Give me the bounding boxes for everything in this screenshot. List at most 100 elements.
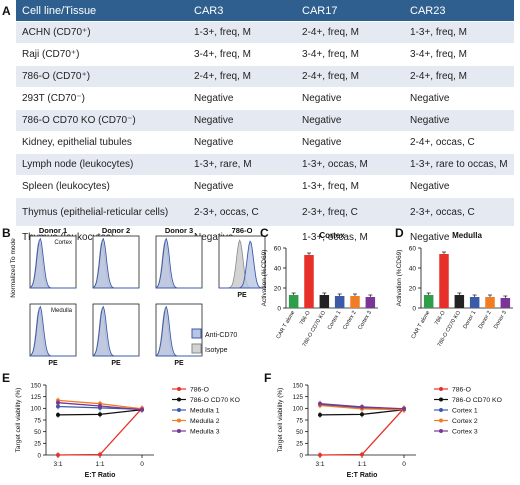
table-cell: 3-4+, freq, M: [404, 43, 514, 66]
table-cell: Negative: [404, 226, 514, 248]
donor-label: Donor 2: [102, 226, 130, 235]
table-cell: ACHN (CD70⁺): [16, 21, 188, 44]
panel-label-d: D: [395, 226, 404, 240]
x-tick-label: Donor 2: [478, 310, 493, 330]
data-point: [318, 412, 322, 417]
legend-label: Cortex 1: [452, 408, 478, 415]
y-tick-label: 60: [409, 246, 417, 253]
table-cell: Negative: [296, 87, 404, 110]
legend-label: Medulla 2: [190, 418, 220, 425]
y-tick-label: 75: [34, 417, 41, 424]
table-cell: Spleen (leukocytes): [16, 175, 188, 198]
y-tick-label: 50: [34, 429, 41, 436]
histogram-box: Medulla PE: [29, 303, 77, 367]
data-point: [360, 452, 364, 457]
legend-marker: [439, 408, 443, 412]
table-cell: 1-3+, freq, M: [296, 175, 404, 198]
table-cell: Negative: [404, 109, 514, 132]
table-cell: 1-3+, freq, M: [404, 21, 514, 44]
y-tick-label: 25: [296, 441, 303, 448]
chart-title: Cortex: [319, 231, 345, 240]
data-point: [360, 404, 364, 409]
pe-axis-label: PE: [48, 360, 58, 367]
table-cell: 1-3+, occas, M: [296, 153, 404, 176]
x-tick-label: Cortex 2: [342, 310, 358, 331]
table-row: Thymus (epithelial-reticular cells) 2-3+,…: [16, 197, 514, 227]
table-row: Kidney, epithelial tubules Negative Negati…: [16, 131, 514, 154]
donor-label: Donor 1: [39, 226, 67, 235]
table-cell: 1-3+, occas, M: [296, 226, 404, 248]
table-cell: Thymus (epithelial-reticular cells): [16, 197, 188, 227]
legend-marker: [439, 397, 443, 402]
x-tick-label: Cortex 1: [327, 310, 343, 331]
data-point: [98, 412, 102, 417]
y-tick-label: 100: [31, 406, 42, 413]
table-cell: 2-3+, freq, C: [296, 197, 404, 227]
table-header-row: Cell line/Tissue CAR3 CAR17 CAR23: [16, 0, 514, 22]
x-tick-label: 786-O: [299, 309, 312, 326]
y-tick-label: 50: [296, 429, 303, 436]
table-cell: Negative: [188, 109, 296, 132]
bar: [334, 296, 345, 308]
x-axis-label: E:T Ratio: [347, 472, 378, 479]
x-tick-label: 3:1: [315, 461, 324, 468]
table-cell: 2-4+, occas, C: [404, 131, 514, 154]
x-tick-label: CAR T alone: [276, 310, 297, 340]
panel-label-b: B: [2, 226, 11, 240]
table-cell: 2-4+, freq, M: [296, 21, 404, 44]
y-axis-label: Activation (%CD69): [261, 250, 268, 307]
table-cell: Lymph node (leukocytes): [16, 153, 188, 176]
ihc-table: Cell line/Tissue CAR3 CAR17 CAR23 ACHN (…: [16, 0, 514, 248]
histogram-box: [92, 235, 140, 289]
y-tick-label: 20: [274, 286, 282, 293]
bar: [365, 297, 376, 308]
table-cell: 1-3+, freq, M: [188, 21, 296, 44]
table-cell: 1-3+, rare to occas, M: [404, 153, 514, 176]
x-axis-label: E:T Ratio: [85, 472, 116, 479]
y-tick-label: 100: [293, 406, 304, 413]
chart-title: Medulla: [452, 231, 482, 240]
x-tick-label: CAR T alone: [411, 310, 432, 340]
data-point: [56, 453, 60, 457]
table-cell: Negative: [404, 87, 514, 110]
table-row: Raji (CD70⁺) 3-4+, freq, M 3-4+, freq, M 3-…: [16, 43, 514, 66]
table-row: 293T (CD70⁻) Negative Negative Negative: [16, 87, 514, 110]
data-point: [360, 412, 364, 417]
table-cell: Negative: [296, 109, 404, 132]
legend-label: Medulla 1: [190, 408, 220, 415]
x-tick-label: Donor 3: [493, 310, 508, 330]
data-point: [318, 401, 322, 406]
legend-marker: [177, 429, 181, 433]
pe-axis-label: PE: [237, 292, 247, 299]
histogram-box: [155, 235, 203, 289]
legend-marker: [177, 408, 181, 412]
table-cell: Raji (CD70⁺): [16, 43, 188, 66]
panel-label-e: E: [2, 371, 11, 385]
anti-cd70-curve: [219, 240, 265, 289]
data-point: [56, 400, 60, 405]
y-tick-label: 125: [31, 394, 42, 401]
bar: [319, 295, 330, 308]
bar: [439, 254, 449, 308]
legend-label: 786-O CD70 KO: [190, 397, 240, 404]
donor-label: Donor 3: [165, 226, 193, 235]
legend-marker: [439, 418, 443, 423]
table-row: Spleen (leukocytes) Negative 1-3+, freq, M…: [16, 175, 514, 198]
y-tick-label: 20: [409, 286, 417, 293]
legend-label: 786-O CD70 KO: [452, 397, 502, 404]
x-tick-label: 0: [140, 461, 144, 468]
anti-cd70-curve: [155, 237, 202, 289]
table-row: ACHN (CD70⁺) 1-3+, freq, M 2-4+, freq, M 1-…: [16, 21, 514, 44]
table-row: Lymph node (leukocytes) 1-3+, rare, M 1-3+…: [16, 153, 514, 176]
anti-cd70-curve: [155, 305, 202, 357]
bar: [304, 255, 314, 308]
table-cell: Negative: [188, 131, 296, 154]
table-body: ACHN (CD70⁺) 1-3+, freq, M 2-4+, freq, M 1-…: [16, 21, 514, 248]
y-tick-label: 125: [293, 394, 304, 401]
x-tick-label: Cortex 3: [357, 310, 373, 331]
data-point: [56, 404, 60, 409]
table-cell: 2-4+, freq, M: [404, 65, 514, 88]
table-cell: Negative: [188, 175, 296, 198]
table-cell: 293T (CD70⁻): [16, 87, 188, 110]
